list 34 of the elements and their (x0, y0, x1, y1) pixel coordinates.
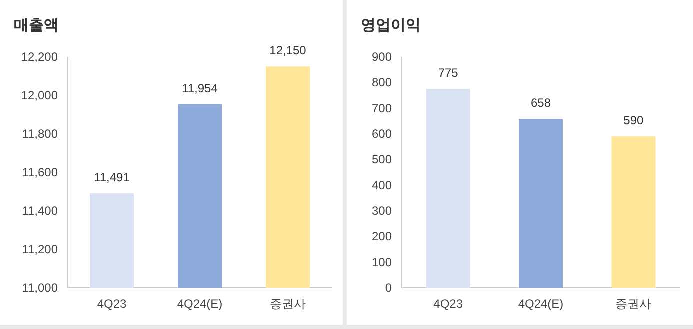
chart-title: 매출액 (14, 17, 59, 34)
y-tick-label: 200 (372, 230, 392, 244)
data-label: 12,150 (270, 44, 307, 58)
y-tick-label: 11,200 (22, 242, 58, 256)
data-label: 590 (624, 114, 644, 128)
data-label: 11,491 (94, 170, 130, 184)
y-tick-label: 500 (372, 152, 392, 167)
y-tick-label: 11,000 (22, 281, 58, 295)
bar (426, 89, 470, 288)
bar (612, 136, 656, 288)
y-tick-label: 11,800 (22, 127, 58, 141)
x-tick-label: 4Q23 (97, 297, 127, 311)
y-tick-label: 12,000 (21, 88, 58, 102)
x-tick-label: 증권사 (616, 297, 652, 311)
bar (519, 119, 563, 288)
y-tick-label: 400 (372, 178, 392, 192)
x-tick-label: 4Q24(E) (177, 297, 223, 311)
y-tick-label: 11,400 (22, 204, 58, 218)
data-label: 775 (438, 66, 459, 80)
y-tick-label: 11,600 (22, 166, 58, 180)
x-tick-label: 4Q23 (434, 297, 464, 311)
data-label: 11,954 (182, 81, 218, 96)
y-tick-label: 100 (372, 255, 392, 270)
y-tick-label: 900 (372, 50, 392, 64)
y-tick-label: 700 (372, 101, 392, 116)
y-tick-label: 600 (372, 127, 392, 141)
x-tick-label: 4Q24(E) (518, 297, 564, 311)
y-tick-label: 800 (372, 76, 392, 90)
chart-title: 영업이익 (361, 17, 421, 34)
y-tick-label: 300 (372, 204, 392, 218)
y-tick-label: 12,200 (21, 50, 58, 64)
x-tick-label: 증권사 (270, 297, 306, 311)
y-tick-label: 0 (385, 281, 392, 295)
data-label: 658 (530, 96, 552, 110)
